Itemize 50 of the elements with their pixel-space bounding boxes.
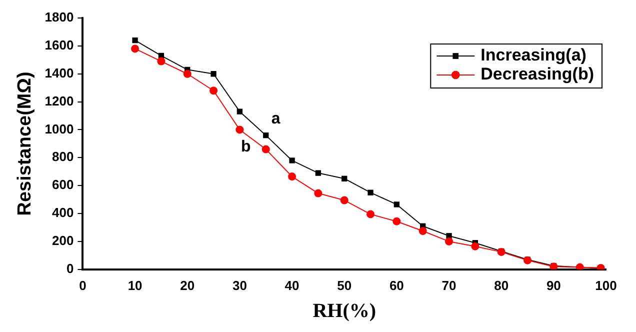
y-axis-title: Resistance(MΩ) (14, 72, 36, 216)
point (471, 242, 480, 250)
y-tick-label: 0 (66, 260, 74, 276)
x-tick-label: 20 (180, 278, 195, 293)
x-tick-label: 80 (494, 278, 509, 293)
point (418, 226, 427, 235)
point (131, 44, 140, 53)
point (236, 108, 243, 114)
x-axis-title: RH(%) (312, 300, 376, 322)
y-tick-label: 1200 (44, 93, 74, 108)
point (315, 170, 322, 176)
x-tick-label: 40 (284, 278, 300, 293)
x-tick-label: 100 (595, 278, 617, 293)
point (210, 86, 218, 95)
legend-label: Increasing(a) (480, 46, 586, 65)
point (289, 158, 295, 164)
point (183, 70, 192, 78)
y-tick-label: 1000 (44, 121, 74, 136)
annotation: b (240, 138, 251, 156)
x-tick-label: 60 (389, 278, 404, 293)
point (157, 57, 166, 66)
y-tick-label: 1800 (44, 10, 74, 25)
point (236, 126, 244, 134)
y-tick-label: 600 (52, 177, 74, 192)
x-tick-label: 0 (79, 278, 86, 293)
point (263, 132, 269, 138)
legend-label: Decreasing(b) (480, 64, 594, 84)
x-tick-label: 90 (546, 278, 561, 293)
point (262, 145, 270, 154)
point (394, 202, 400, 208)
point (392, 217, 401, 226)
point (342, 176, 348, 182)
point (368, 190, 374, 196)
point (340, 196, 348, 204)
annotation: a (271, 110, 280, 128)
point (132, 38, 138, 44)
point (366, 210, 375, 218)
x-tick-label: 70 (442, 278, 456, 293)
x-tick-label: 10 (128, 278, 142, 293)
y-tick-label: 800 (52, 149, 74, 164)
point (210, 71, 216, 77)
y-tick-label: 1600 (44, 38, 74, 53)
x-tick-label: 50 (337, 278, 352, 293)
y-tick-label: 200 (52, 233, 74, 248)
point (288, 172, 296, 181)
y-tick-label: 400 (52, 205, 74, 220)
y-tick-label: 1400 (44, 65, 74, 80)
point (314, 189, 322, 198)
point (445, 237, 454, 246)
x-tick-label: 30 (232, 278, 247, 293)
